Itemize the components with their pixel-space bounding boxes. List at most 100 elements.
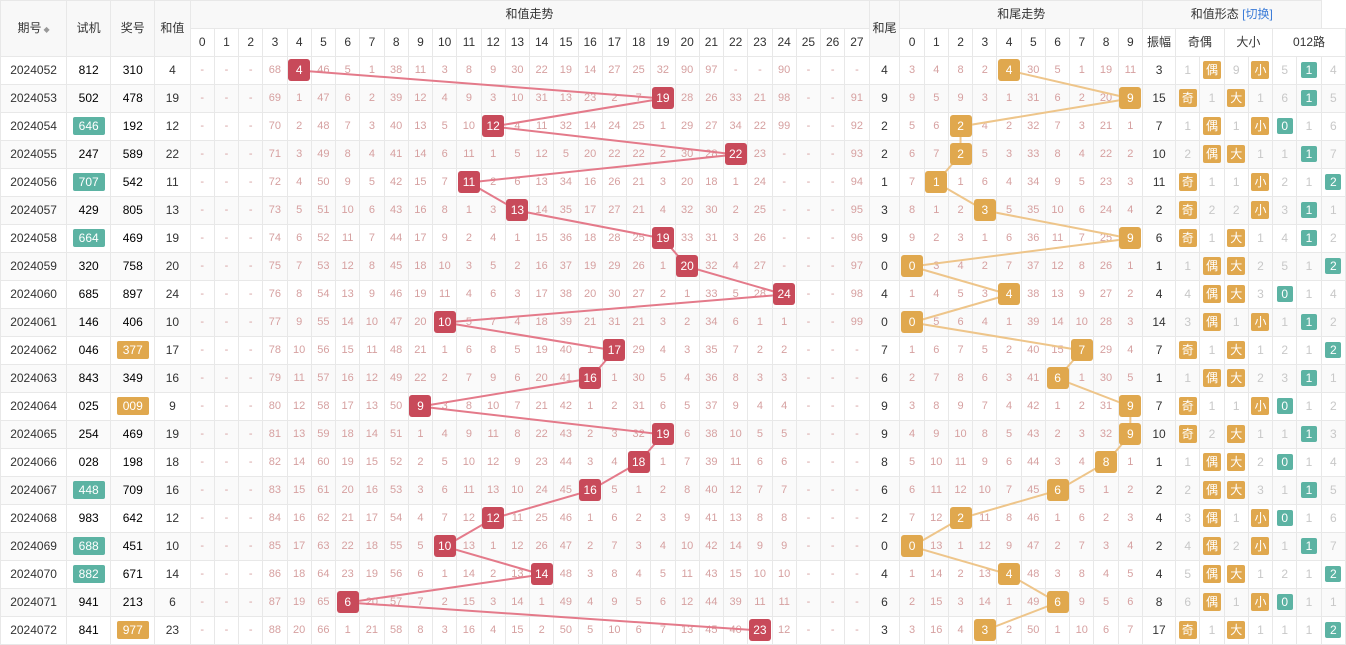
- trend-miss: 26: [748, 225, 772, 253]
- jianghao-cell: 469: [111, 225, 155, 253]
- trend-miss: 94: [845, 169, 869, 197]
- dx-cell: 大: [1224, 421, 1248, 449]
- zf-cell: 15: [1143, 85, 1176, 113]
- dx-cell: 大: [1224, 281, 1248, 309]
- trend-miss: 45: [384, 253, 408, 281]
- tail-miss: 6: [1070, 505, 1094, 533]
- trend-miss: 1: [287, 85, 311, 113]
- tail-miss: 2: [1070, 393, 1094, 421]
- trend-miss: 27: [602, 197, 626, 225]
- table-row: 202405524758922---7134984411461115125202…: [1, 141, 1346, 169]
- switch-link[interactable]: [切换]: [1242, 7, 1273, 21]
- tail-col-4: 4: [997, 29, 1021, 57]
- jo-cell: 1: [1200, 169, 1224, 197]
- trend-col-8: 8: [384, 29, 408, 57]
- trend-miss: 31: [627, 393, 651, 421]
- table-row: 202406744870916---8315612016533611131024…: [1, 477, 1346, 505]
- tail-miss: 32: [1021, 113, 1045, 141]
- period-cell: 2024058: [1, 225, 67, 253]
- trend-miss: 8: [748, 505, 772, 533]
- zf-cell: 4: [1143, 281, 1176, 309]
- tail-miss: 9: [948, 393, 972, 421]
- trend-miss: 4: [578, 589, 602, 617]
- trend-col-20: 20: [675, 29, 699, 57]
- road-cell: 2: [1273, 561, 1297, 589]
- trend-miss: 46: [554, 505, 578, 533]
- hewei-cell: 1: [869, 169, 900, 197]
- trend-miss: 40: [699, 477, 723, 505]
- trend-miss: 6: [481, 281, 505, 309]
- trend-miss: -: [190, 533, 214, 561]
- trend-miss: 6: [772, 449, 796, 477]
- trend-miss: 57: [384, 589, 408, 617]
- tail-miss: 5: [997, 197, 1021, 225]
- tail-miss: 2: [1094, 505, 1118, 533]
- trend-miss: -: [239, 197, 263, 225]
- trend-miss: 44: [384, 225, 408, 253]
- zf-cell: 4: [1143, 561, 1176, 589]
- tail-miss: 49: [1021, 589, 1045, 617]
- trend-miss: 38: [384, 57, 408, 85]
- trend-miss: 7: [481, 309, 505, 337]
- trend-miss: 6: [408, 561, 432, 589]
- trend-miss: 11: [408, 57, 432, 85]
- dx-cell: 大: [1224, 253, 1248, 281]
- hewei-hit: 0: [900, 533, 924, 561]
- hezhi-cell: 20: [155, 253, 190, 281]
- dx-cell: 2: [1224, 197, 1248, 225]
- trend-miss: 4: [433, 85, 457, 113]
- trend-miss: -: [796, 337, 820, 365]
- road-cell: 2: [1273, 169, 1297, 197]
- tail-miss: 1: [997, 589, 1021, 617]
- hezhi-hit: 6: [336, 589, 360, 617]
- shiji-cell: 688: [67, 533, 111, 561]
- trend-miss: -: [190, 589, 214, 617]
- trend-miss: 6: [651, 393, 675, 421]
- tail-miss: 6: [948, 309, 972, 337]
- shiji-cell: 843: [67, 365, 111, 393]
- table-body: 20240528123104---68446513811389302219142…: [1, 57, 1346, 645]
- trend-miss: 13: [530, 169, 554, 197]
- col-hewei: 和尾: [869, 1, 900, 57]
- road-cell: 0: [1273, 281, 1297, 309]
- trend-miss: -: [214, 141, 238, 169]
- trend-miss: 1: [433, 561, 457, 589]
- hezhi-hit: 24: [772, 281, 796, 309]
- jo-cell: 1: [1176, 113, 1200, 141]
- trend-miss: 9: [748, 533, 772, 561]
- hezhi-hit: 18: [627, 449, 651, 477]
- trend-miss: 1: [578, 505, 602, 533]
- trend-miss: 6: [724, 309, 748, 337]
- trend-miss: 21: [336, 505, 360, 533]
- trend-miss: 12: [336, 253, 360, 281]
- jianghao-cell: 805: [111, 197, 155, 225]
- col-period[interactable]: 期号: [1, 1, 67, 57]
- trend-miss: 12: [287, 393, 311, 421]
- col-jianghao: 奖号: [111, 1, 155, 57]
- trend-miss: -: [821, 281, 845, 309]
- trend-miss: 14: [287, 449, 311, 477]
- trend-miss: 49: [384, 365, 408, 393]
- trend-miss: 23: [578, 85, 602, 113]
- tail-miss: 15: [924, 589, 948, 617]
- trend-miss: 9: [360, 281, 384, 309]
- tail-miss: 15: [1045, 337, 1069, 365]
- tail-miss: 4: [1070, 141, 1094, 169]
- hezhi-cell: 18: [155, 449, 190, 477]
- trend-miss: 7: [602, 533, 626, 561]
- tail-miss: 6: [1045, 85, 1069, 113]
- zf-cell: 7: [1143, 337, 1176, 365]
- trend-miss: 52: [311, 225, 335, 253]
- shiji-cell: 812: [67, 57, 111, 85]
- col-shiji: 试机: [67, 1, 111, 57]
- tail-miss: 45: [1021, 477, 1045, 505]
- period-cell: 2024068: [1, 505, 67, 533]
- trend-miss: 37: [554, 253, 578, 281]
- trend-miss: 19: [287, 589, 311, 617]
- tail-miss: 8: [997, 505, 1021, 533]
- trend-miss: 4: [505, 309, 529, 337]
- dx-cell: 2: [1224, 533, 1248, 561]
- trend-miss: 49: [311, 141, 335, 169]
- hezhi-cell: 12: [155, 505, 190, 533]
- trend-miss: -: [239, 169, 263, 197]
